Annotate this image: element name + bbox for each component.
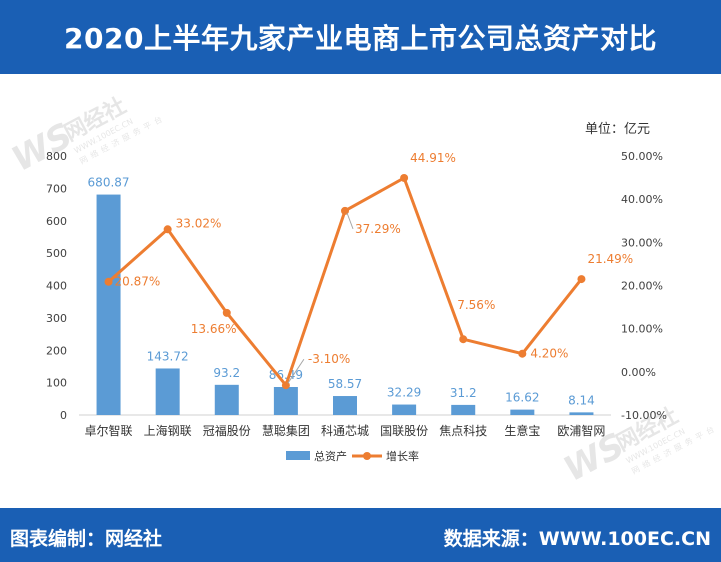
x-category-label: 焦点科技 [439,424,487,438]
growth-value-label: 44.91% [410,151,456,165]
growth-value-label: 7.56% [457,298,495,312]
y-left-tick-label: 600 [46,215,67,228]
y-right-tick-label: 40.00% [621,193,663,206]
x-category-label: 欧浦智网 [557,423,605,438]
bar-value-label: 680.87 [88,176,130,190]
bar-value-label: 16.62 [505,391,539,405]
growth-value-label: -3.10% [308,352,350,366]
bar-value-label: 93.2 [213,366,240,380]
growth-value-label: 33.02% [176,216,222,230]
bars [96,194,594,415]
bar-total-assets [510,409,535,415]
growth-value-label: 4.20% [530,347,568,361]
chart-title: 2020上半年九家产业电商上市公司总资产对比 [64,22,657,55]
bar-total-assets [214,384,239,415]
bar-total-assets [569,412,594,415]
bar-total-assets [96,194,121,415]
y-right-tick-label: 30.00% [621,236,663,249]
y-left-tick-label: 700 [46,182,67,195]
y-right-tick-label: 0.00% [621,366,656,379]
legend-label-line: 增长率 [386,449,419,463]
y-left-tick-label: 400 [46,280,67,293]
y-right-tick-label: -10.00% [621,409,667,422]
bar-total-assets [273,386,298,415]
growth-value-label: 20.87% [115,275,161,289]
unit-label: 单位：亿元 [585,122,650,137]
y-left-tick-label: 100 [46,377,67,390]
growth-value-label: 37.29% [355,222,401,236]
growth-rate-point [518,349,527,358]
y-left-tick-label: 300 [46,312,67,325]
footer-source-compiler: 图表编制：网经社 [10,528,163,550]
bar-total-assets [333,396,357,415]
growth-rate-point [577,275,586,284]
bar-total-assets [392,404,417,415]
legend-swatch-marker [363,452,371,460]
growth-rate-point [222,308,231,317]
y-left-tick-label: 800 [46,150,67,163]
watermark-top-left: WS 网经社 WWW.100EC.CN 网络经济服务平台 [5,93,167,180]
bar-value-label: 143.72 [147,349,189,363]
footer-data-source: 数据来源：WWW.100EC.CN [443,528,711,550]
growth-rate-point [400,173,409,182]
x-category-label: 国联股份 [380,424,428,438]
leader-line [287,358,305,384]
growth-rate-point [104,277,113,286]
bar-value-label: 32.29 [387,386,421,400]
x-category-label: 科通芯城 [321,424,369,438]
y-left-tick-label: 500 [46,247,67,260]
bar-total-assets [155,368,180,415]
x-category-label: 上海钢联 [144,423,192,438]
growth-rate-point [163,225,172,234]
growth-value-label: 21.49% [587,252,633,266]
x-category-label: 生意宝 [504,423,540,438]
legend-swatch-bar [286,451,310,460]
bar-value-label: 58.57 [328,377,362,391]
y-right-tick-label: 50.00% [621,150,663,163]
legend: 总资产 增长率 [286,449,419,463]
bar-value-label: 86.49 [269,368,303,382]
growth-value-label: 13.66% [191,322,237,336]
bar-labels: 680.87 143.72 93.2 86.49 58.57 32.29 31.2 16.62… [88,176,595,408]
x-category-label: 卓尔智联 [85,423,133,438]
legend-label-bar: 总资产 [314,449,347,463]
bar-value-label: 31.2 [450,386,477,400]
growth-rate-point [459,335,468,344]
footer-banner: 图表编制：网经社 数据来源：WWW.100EC.CN [0,508,721,562]
leader-line [346,212,354,230]
bar-total-assets [451,404,476,415]
x-category-label: 慧聪集团 [262,423,310,438]
y-right-tick-label: 10.00% [621,323,663,336]
bar-value-label: 8.14 [568,393,595,407]
line-labels: 20.87% 33.02% 13.66% -3.10% 37.29% 44.91% 7.56… [115,151,633,384]
y-left-tick-label: 200 [46,344,67,357]
x-category-label: 冠福股份 [203,423,251,438]
combo-chart: WS 网经社 WWW.100EC.CN 网络经济服务平台 WS 网经社 WWW.… [5,93,719,490]
chart-title-banner: 2020上半年九家产业电商上市公司总资产对比 [0,0,721,74]
chart-area: WS 网经社 WWW.100EC.CN 网络经济服务平台 WS 网经社 WWW.… [0,74,721,508]
y-right-tick-label: 20.00% [621,280,663,293]
y-left-tick-label: 0 [60,409,67,422]
